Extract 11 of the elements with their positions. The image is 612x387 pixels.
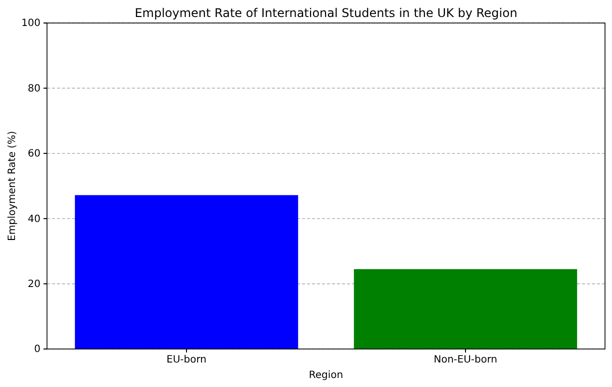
y-tick-label: 100: [21, 18, 40, 30]
y-tick-label: 60: [28, 148, 40, 160]
chart-title: Employment Rate of International Students in the UK by Region: [134, 6, 518, 20]
x-tick-label: EU-born: [166, 354, 206, 366]
x-axis-title: Region: [308, 370, 344, 381]
y-tick-label: 40: [28, 214, 40, 225]
y-tick-label: 20: [28, 279, 40, 290]
y-axis-title: Employment Rate (%): [7, 130, 18, 241]
x-tick-label: Non-EU-born: [434, 354, 498, 366]
y-tick-label: 0: [34, 344, 40, 356]
y-tick-label: 80: [28, 83, 40, 94]
